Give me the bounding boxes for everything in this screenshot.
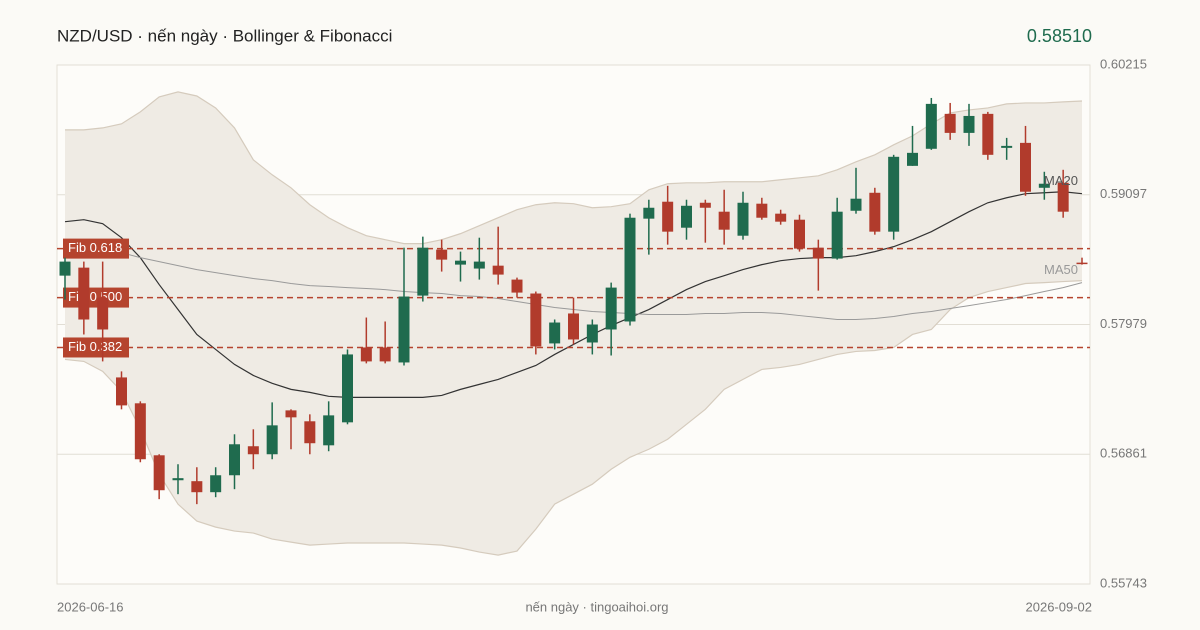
candle-body — [907, 152, 918, 166]
candle-body — [549, 322, 561, 344]
candle-body — [492, 265, 504, 275]
candle-body — [97, 297, 109, 330]
ma-label: MA20 — [1044, 173, 1078, 188]
candle-body — [285, 410, 297, 418]
candle-body — [530, 293, 542, 347]
candle-body — [586, 324, 598, 343]
candle-body — [304, 421, 316, 444]
candle-body — [59, 261, 71, 276]
candle-body — [342, 354, 353, 423]
candle-body — [266, 425, 278, 455]
candle-body — [681, 205, 692, 228]
candle-body — [455, 260, 466, 265]
fib-label: Fib 0.382 — [68, 339, 122, 354]
candle-body — [511, 279, 523, 293]
candle-body — [229, 444, 240, 476]
candle-body — [398, 296, 410, 363]
candle-body — [643, 207, 655, 219]
candle-body — [473, 261, 485, 269]
candle-body — [323, 415, 335, 446]
candle-body — [247, 446, 259, 455]
bollinger-lower — [64, 280, 1083, 556]
candle-body — [756, 203, 768, 218]
candle-body — [1001, 145, 1013, 148]
candle-body — [888, 156, 900, 232]
candle-body — [1076, 262, 1088, 265]
y-tick-label: 0.59097 — [1100, 186, 1147, 201]
candle-body — [831, 211, 843, 259]
candle-body — [812, 247, 824, 259]
candle-body — [737, 202, 749, 236]
ma-line — [64, 191, 1083, 398]
candle-body — [172, 478, 184, 481]
fib-label: Fib 0.500 — [68, 289, 122, 304]
y-tick-label: 0.60215 — [1100, 56, 1147, 71]
candle-body — [360, 347, 372, 362]
y-tick-label: 0.56861 — [1100, 446, 1147, 461]
candle-body — [944, 113, 956, 133]
candle-body — [925, 103, 937, 149]
candle-body — [379, 347, 391, 362]
candle-body — [794, 219, 805, 249]
candle-body — [850, 198, 862, 211]
y-tick-label: 0.57979 — [1100, 316, 1147, 331]
candle-body — [116, 377, 127, 406]
last-price: 0.58510 — [1027, 26, 1092, 46]
candle-body — [605, 287, 617, 330]
candle-body — [699, 202, 711, 208]
candle-body — [210, 475, 222, 493]
x-tick-label: 2026-09-02 — [1026, 599, 1093, 614]
candle-body — [1057, 182, 1069, 212]
fib-label-box — [63, 238, 129, 259]
chart-title: NZD/USD · nến ngày · Bollinger & Fibonac… — [57, 26, 392, 45]
fib-label: Fib 0.618 — [68, 240, 122, 255]
y-tick-label: 0.55743 — [1100, 575, 1147, 590]
candle-body — [982, 113, 994, 155]
candle-body — [718, 211, 730, 230]
x-tick-label: 2026-06-16 — [57, 599, 124, 614]
candle-body — [568, 313, 579, 340]
candle-body — [78, 267, 90, 320]
candle-body — [1038, 183, 1050, 188]
candle-body — [963, 115, 975, 133]
candle-body — [1020, 142, 1031, 192]
candle-body — [417, 247, 429, 296]
candle-body — [436, 249, 448, 260]
candle-body — [153, 455, 165, 491]
candle-body — [624, 217, 636, 322]
candle-body — [775, 213, 787, 222]
candle-body — [869, 192, 881, 232]
candle-body — [191, 481, 203, 493]
ma-label: MA50 — [1044, 262, 1078, 277]
candle-body — [134, 403, 146, 460]
footer: nến ngày · tingoaihoi.org — [525, 599, 668, 614]
candle-body — [662, 201, 674, 232]
fib-label-box — [63, 337, 129, 358]
